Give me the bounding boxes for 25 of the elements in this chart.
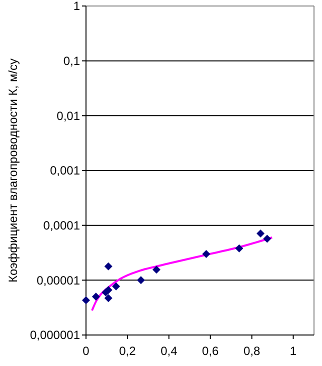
point (202, 250, 210, 258)
x-tick-label: 0,2 (119, 344, 136, 358)
point (112, 282, 120, 290)
point (136, 276, 145, 284)
y-tick-label: 0,01 (56, 108, 80, 123)
y-tick-label: 0,001 (50, 164, 80, 178)
point (104, 294, 112, 302)
point (263, 234, 272, 243)
x-tick-label: 0,6 (202, 344, 220, 358)
x-tick-label: 0 (82, 344, 90, 358)
point (256, 229, 265, 238)
x-tick-label: 0,8 (243, 344, 260, 358)
y-tick-label: 1 (73, 0, 80, 14)
point (82, 296, 90, 304)
y-tick-label: 0,1 (63, 54, 80, 68)
point (235, 244, 244, 252)
x-tick-label: 0,4 (160, 344, 178, 358)
y-tick-label: 0,00001 (36, 273, 80, 288)
point (92, 292, 100, 301)
y-tick-label: 0,0001 (43, 218, 80, 233)
y-axis-title: Коэффициент влагопроводности К, м/су (6, 58, 20, 283)
x-tick-label: 1 (290, 344, 297, 358)
point (104, 262, 112, 270)
y-tick-label: 0,000001 (30, 328, 80, 342)
point (152, 266, 160, 274)
